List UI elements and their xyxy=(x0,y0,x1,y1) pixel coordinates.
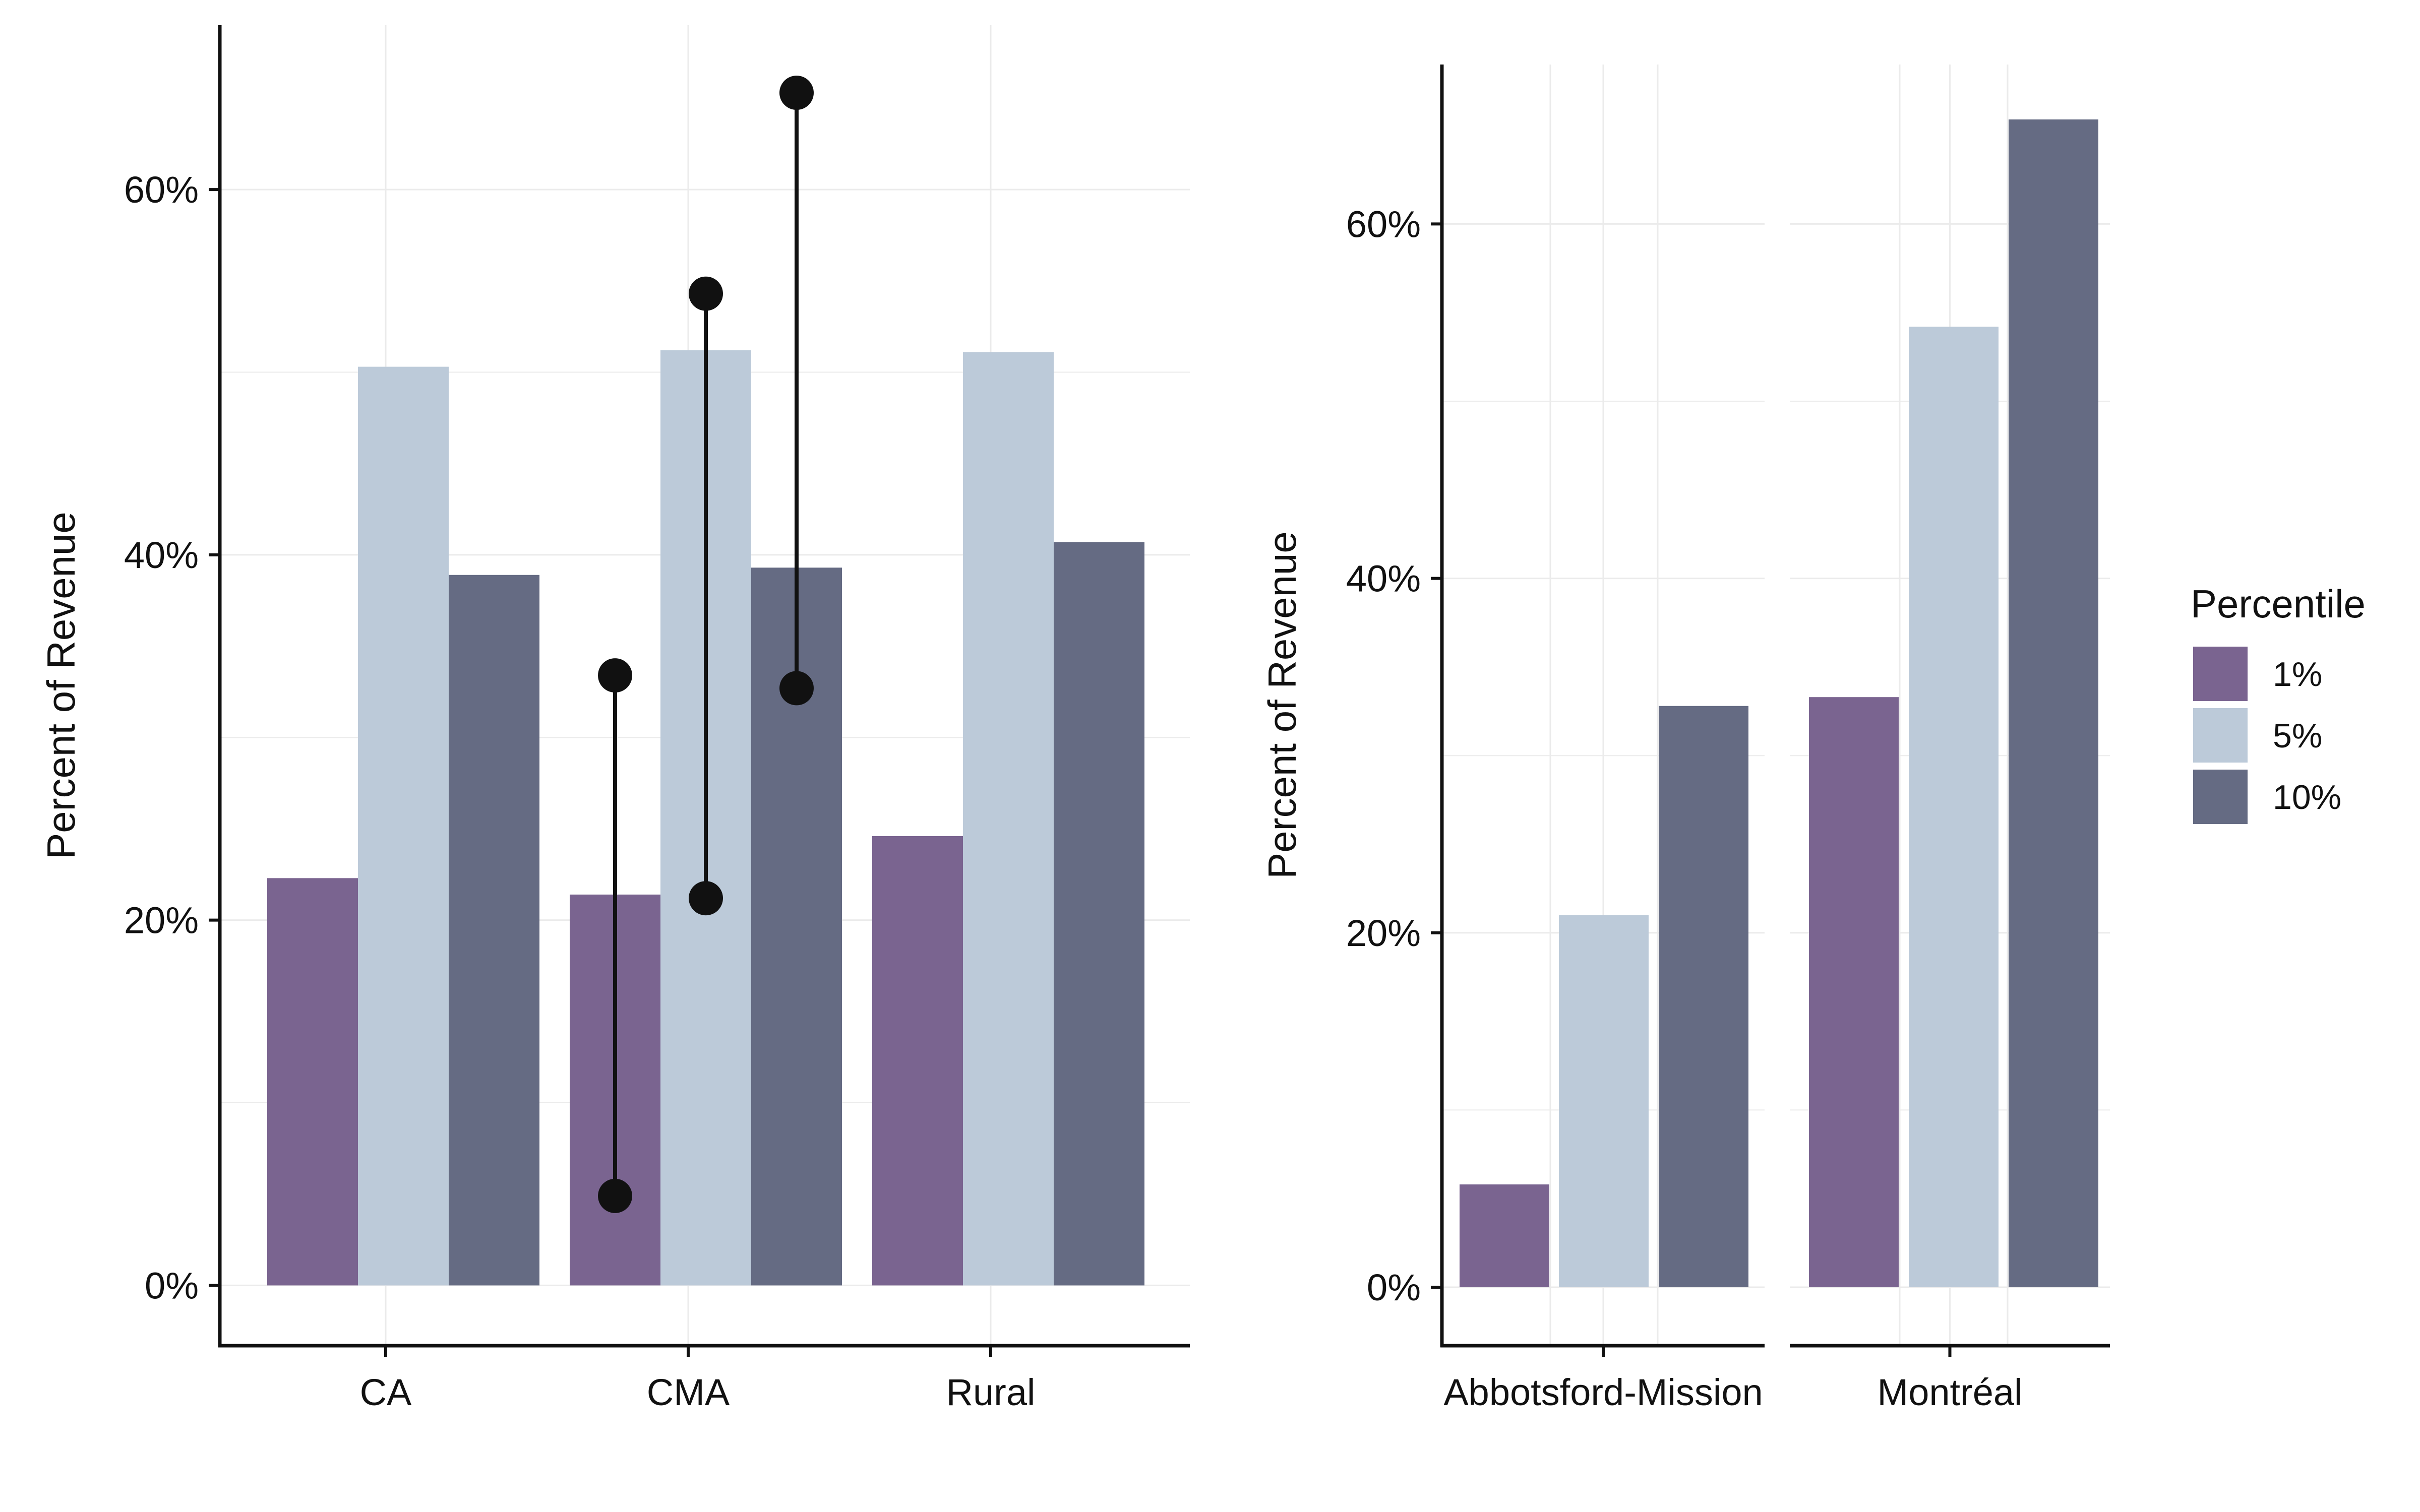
bar-abbotsford-mission-p1 xyxy=(1460,1184,1549,1287)
bar-rural-p1 xyxy=(872,836,963,1286)
panel2-y-tick-label: 0% xyxy=(1367,1267,1421,1308)
bar-ca-p10 xyxy=(449,575,539,1286)
panel2-y-axis-title: Percent of Revenue xyxy=(1260,531,1304,878)
range-cma-p5-low-point xyxy=(689,881,723,916)
panel1-y-tick-label: 0% xyxy=(145,1265,199,1306)
panel1-y-tick-label: 40% xyxy=(124,534,199,576)
bar-rural-p5 xyxy=(963,352,1054,1286)
panel2-y-tick-label: 60% xyxy=(1346,203,1421,245)
panel2-facet-label: Montréal xyxy=(1878,1371,2023,1413)
legend-label-p5: 5% xyxy=(2273,717,2322,755)
range-cma-p10-high-point xyxy=(779,76,814,110)
range-cma-p10-low-point xyxy=(779,671,814,706)
bar-montr-al-p5 xyxy=(1909,327,1999,1287)
legend-title: Percentile xyxy=(2191,582,2366,626)
legend-swatch-p5 xyxy=(2193,708,2248,763)
legend: Percentile 1% 5% 10% xyxy=(2191,582,2366,824)
panel2-facet-label: Abbotsford-Mission xyxy=(1443,1371,1763,1413)
panel2-y-tick-label: 20% xyxy=(1346,912,1421,954)
bar-abbotsford-mission-p5 xyxy=(1559,915,1649,1287)
legend-label-p1: 1% xyxy=(2273,655,2322,694)
bar-montr-al-p1 xyxy=(1809,697,1899,1287)
bar-montr-al-p10 xyxy=(2009,119,2098,1287)
legend-label-p10: 10% xyxy=(2273,778,2341,816)
bar-abbotsford-mission-p10 xyxy=(1659,706,1748,1287)
panel1-y-tick-label: 60% xyxy=(124,169,199,211)
panel1-x-tick-label: Rural xyxy=(946,1371,1036,1413)
panel2-y-tick-label: 40% xyxy=(1346,558,1421,600)
panel1-y-tick-label: 20% xyxy=(124,900,199,941)
panel1-x-tick-label: CA xyxy=(360,1371,412,1413)
legend-swatch-p10 xyxy=(2193,770,2248,824)
panel1-x-tick-label: CMA xyxy=(647,1371,730,1413)
range-cma-p1-low-point xyxy=(598,1178,632,1213)
bar-ca-p1 xyxy=(267,878,358,1286)
range-cma-p1-high-point xyxy=(598,658,632,693)
panel1-y-axis-title: Percent of Revenue xyxy=(39,512,83,859)
bar-ca-p5 xyxy=(358,366,449,1286)
range-cma-p5-high-point xyxy=(689,276,723,311)
legend-swatch-p1 xyxy=(2193,647,2248,701)
bar-rural-p10 xyxy=(1054,542,1144,1286)
